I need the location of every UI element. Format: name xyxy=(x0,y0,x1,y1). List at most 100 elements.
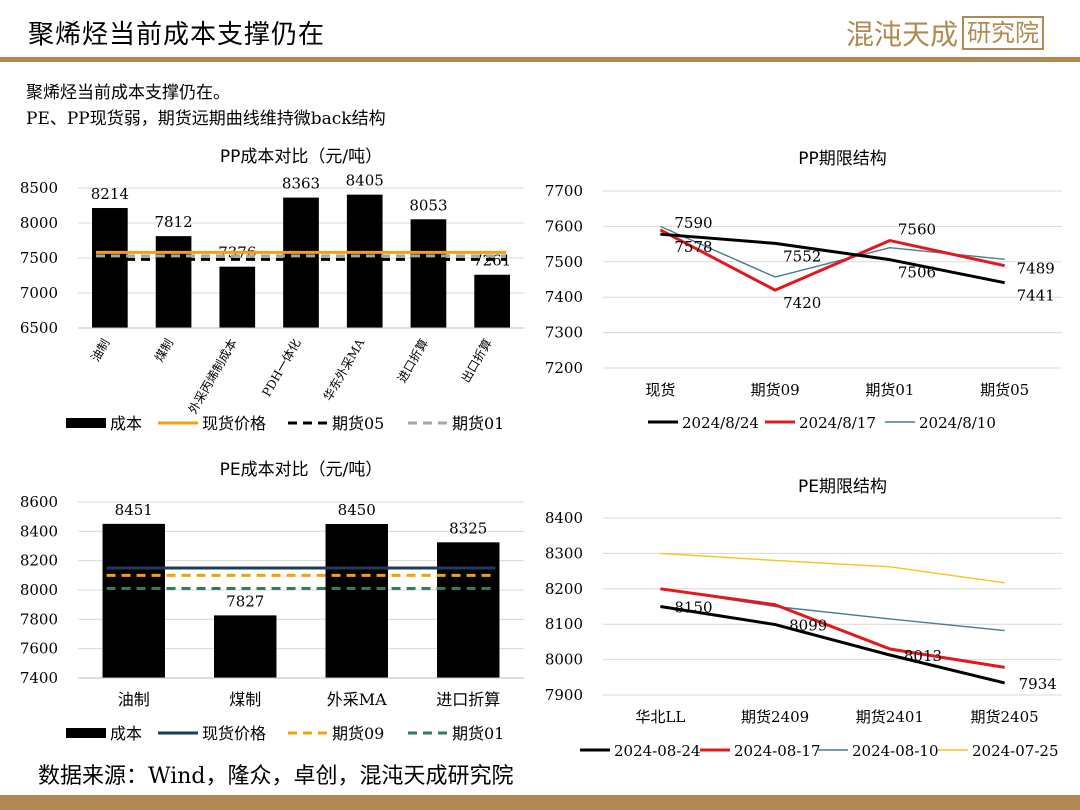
pp-cost-bar xyxy=(92,208,128,328)
pp-cost-data-label: 8363 xyxy=(282,175,320,193)
pp-cost-legend-label: 期货01 xyxy=(452,414,504,433)
pp-cost-x-tick: PDH一体化 xyxy=(259,337,303,400)
pp-term-data-label: 7578 xyxy=(674,238,712,256)
data-source: 数据来源：Wind，隆众，卓创，混沌天成研究院 xyxy=(38,764,514,789)
pe-term-data-label: 8150 xyxy=(674,599,712,617)
pp-cost-bar xyxy=(219,266,256,328)
pe-term-legend-label: 2024-08-10 xyxy=(852,742,938,760)
pp-term-x-tick: 现货 xyxy=(645,381,675,399)
pp-cost-x-tick: 外采丙烯制成本 xyxy=(186,337,240,417)
pe-term-data-label: 8099 xyxy=(789,617,827,635)
pp-cost-x-tick: 煤制 xyxy=(152,337,176,365)
pe-cost-legend-swatch xyxy=(66,728,106,738)
pe-cost-y-tick: 7600 xyxy=(20,640,58,658)
pe-term-y-tick: 8100 xyxy=(545,615,583,633)
pp-cost-y-tick: 6500 xyxy=(20,319,58,337)
pe-cost-x-tick: 外采MA xyxy=(327,690,387,709)
pp-term-data-label: 7441 xyxy=(1017,287,1055,305)
pe-cost-chart: PE成本对比（元/吨） 7400 7600 7800 8000 8200 8400 8600 8… xyxy=(20,460,524,743)
page-title: 聚烯烃当前成本支撑仍在 xyxy=(28,20,326,50)
pe-cost-legend-label: 期货09 xyxy=(332,724,384,743)
pp-cost-x-tick: 进口折算 xyxy=(394,336,431,385)
pp-term-data-label: 7560 xyxy=(898,221,936,239)
pe-term-chart: PE期限结构 7900 8000 8100 8200 8300 8400 华北LL 期货2409… xyxy=(545,477,1062,760)
pe-term-legend-label: 2024-08-17 xyxy=(734,742,820,760)
pe-cost-x-tick: 油制 xyxy=(118,690,150,709)
pe-term-y-tick: 7900 xyxy=(545,686,583,704)
pe-term-y-tick: 8200 xyxy=(545,580,583,598)
pe-term-x-tick: 华北LL xyxy=(635,708,685,726)
pp-term-y-tick: 7600 xyxy=(545,217,583,235)
pp-cost-x-tick: 油制 xyxy=(88,337,112,365)
pe-cost-bar xyxy=(214,615,277,678)
pe-cost-legend-label: 期货01 xyxy=(452,724,504,743)
pe-term-data-label: 8013 xyxy=(904,647,942,665)
pp-term-y-tick: 7500 xyxy=(545,253,583,271)
pp-cost-legend-swatch xyxy=(66,418,106,428)
pp-cost-title: PP成本对比（元/吨） xyxy=(220,147,382,167)
header-rule xyxy=(0,57,1080,62)
pp-cost-chart: PP成本对比（元/吨） 6500 7000 7500 8000 8500 8214 油制 781… xyxy=(20,147,524,433)
pe-cost-x-tick: 进口折算 xyxy=(436,690,500,709)
pp-cost-data-label: 8405 xyxy=(346,172,384,190)
pp-cost-bar xyxy=(410,219,447,328)
pp-term-x-tick: 期货05 xyxy=(980,381,1029,399)
pe-cost-y-tick: 8000 xyxy=(20,581,58,599)
pp-cost-legend-label: 现货价格 xyxy=(202,414,266,433)
pp-term-legend-label: 2024/8/10 xyxy=(919,414,996,432)
pe-cost-bar xyxy=(325,524,388,678)
summary: 聚烯烃当前成本支撑仍在。 PE、PP现货弱，期货远期曲线维持微back结构 xyxy=(26,80,386,132)
pe-term-data-label: 7934 xyxy=(1019,675,1057,693)
pp-cost-bar xyxy=(346,194,383,328)
pe-term-series-line xyxy=(660,552,1005,584)
pp-cost-bar xyxy=(474,274,510,328)
pe-cost-y-tick: 8600 xyxy=(20,493,58,511)
pp-cost-bar xyxy=(155,236,192,328)
pe-term-y-tick: 8000 xyxy=(545,651,583,669)
pe-cost-y-tick: 8200 xyxy=(20,552,58,570)
pe-cost-legend-label: 成本 xyxy=(110,724,142,743)
pe-term-y-tick: 8400 xyxy=(545,509,583,527)
footer-rule xyxy=(0,795,1080,810)
pp-term-y-tick: 7400 xyxy=(545,288,583,306)
pp-cost-data-label: 8214 xyxy=(91,185,129,203)
pp-term-legend-label: 2024/8/24 xyxy=(682,414,759,432)
pp-cost-y-tick: 7000 xyxy=(20,284,58,302)
pp-term-title: PP期限结构 xyxy=(798,149,887,169)
pp-term-series-line xyxy=(660,232,1005,285)
pe-term-series-line xyxy=(660,587,1005,669)
pe-term-legend-label: 2024-07-25 xyxy=(972,742,1058,760)
pe-term-x-tick: 期货2405 xyxy=(971,708,1039,726)
pp-cost-y-tick: 7500 xyxy=(20,249,58,267)
logo-box-text: 研究院 xyxy=(962,16,1045,50)
pe-cost-data-label: 8325 xyxy=(449,519,487,537)
pe-term-x-tick: 期货2409 xyxy=(741,708,809,726)
pe-cost-x-tick: 煤制 xyxy=(229,690,261,709)
pe-cost-bar xyxy=(102,523,165,678)
pp-term-y-tick: 7200 xyxy=(545,359,583,377)
pe-cost-y-tick: 7800 xyxy=(20,610,58,628)
pp-cost-y-tick: 8500 xyxy=(20,179,58,197)
pp-term-data-label: 7552 xyxy=(783,247,821,265)
pp-term-data-label: 7506 xyxy=(898,264,936,282)
pe-term-legend-label: 2024-08-24 xyxy=(614,742,700,760)
pp-term-chart: PP期限结构 7200 7300 7400 7500 7600 7700 现货 期货09 期货01… xyxy=(545,149,1062,432)
brand-logo: 混沌天成 研究院 xyxy=(846,14,1056,52)
pp-term-data-label: 7489 xyxy=(1017,260,1055,278)
summary-line-2: PE、PP现货弱，期货远期曲线维持微back结构 xyxy=(26,109,386,129)
pe-cost-data-label: 7827 xyxy=(226,592,264,610)
pp-cost-data-label: 8053 xyxy=(409,196,447,214)
pp-cost-x-tick: 出口折算 xyxy=(458,336,495,385)
summary-line-1: 聚烯烃当前成本支撑仍在。 xyxy=(26,83,230,103)
pe-term-title: PE期限结构 xyxy=(798,477,887,497)
pe-cost-y-tick: 7400 xyxy=(20,669,58,687)
pp-term-x-tick: 期货01 xyxy=(865,381,914,399)
pe-term-y-tick: 8300 xyxy=(545,544,583,562)
logo-text: 混沌天成 xyxy=(846,18,959,51)
pp-term-data-label: 7590 xyxy=(674,214,712,232)
pp-term-data-label: 7420 xyxy=(783,294,821,312)
pe-cost-legend-label: 现货价格 xyxy=(202,724,266,743)
pp-cost-y-tick: 8000 xyxy=(20,214,58,232)
pe-term-x-tick: 期货2401 xyxy=(856,708,924,726)
pp-term-legend-label: 2024/8/17 xyxy=(799,414,876,432)
